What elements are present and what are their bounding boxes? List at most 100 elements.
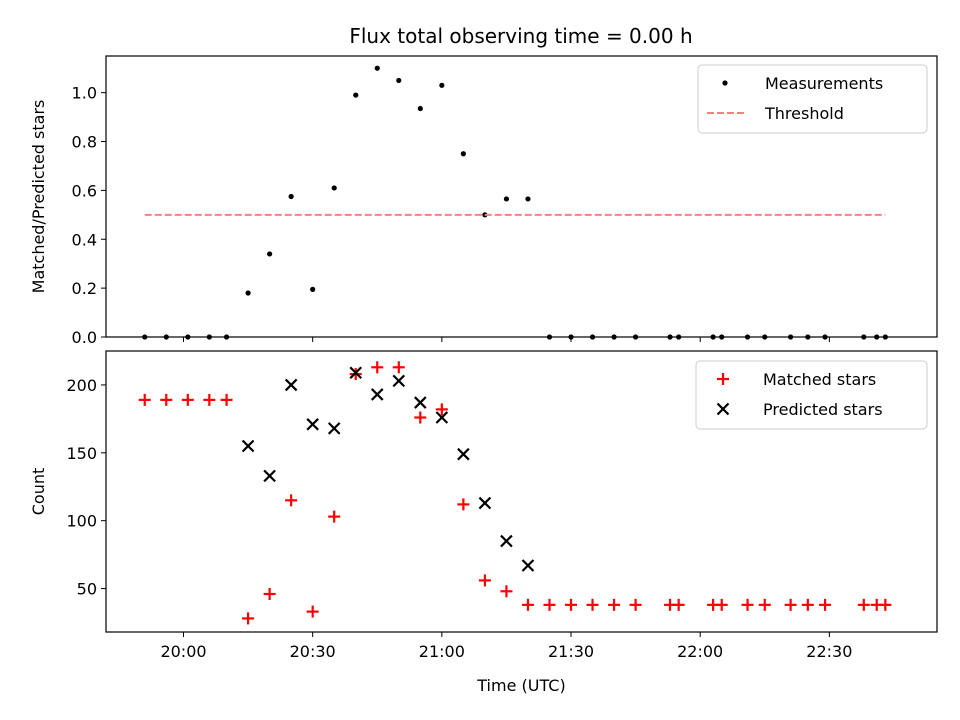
data-point bbox=[758, 598, 771, 611]
data-point-b bbox=[457, 447, 470, 461]
y-tick-label: 0.2 bbox=[72, 279, 97, 298]
data-point bbox=[310, 286, 316, 292]
data-point bbox=[784, 598, 797, 611]
axes-frame bbox=[105, 55, 938, 338]
data-point bbox=[460, 151, 466, 157]
data-point-b bbox=[263, 469, 276, 483]
data-point bbox=[396, 77, 402, 84]
y-tick-label: 150 bbox=[66, 444, 97, 463]
data-point bbox=[245, 290, 251, 296]
y-tick-label: 1.0 bbox=[72, 84, 97, 103]
data-point bbox=[242, 612, 255, 625]
chart-title: Flux total observing time = 0.00 h bbox=[349, 24, 692, 48]
x-tick-label: 20:30 bbox=[290, 642, 336, 661]
data-point bbox=[371, 361, 384, 374]
y-tick-label: 0.8 bbox=[72, 133, 97, 152]
data-point bbox=[306, 418, 319, 431]
data-point bbox=[220, 393, 233, 406]
data-point bbox=[285, 494, 298, 507]
data-point bbox=[349, 366, 363, 379]
legend-swatch-b bbox=[716, 402, 730, 416]
data-point bbox=[801, 598, 814, 611]
data-point bbox=[327, 422, 341, 435]
data-point-b bbox=[500, 534, 513, 548]
data-point bbox=[331, 185, 337, 191]
data-point bbox=[521, 559, 535, 572]
data-point bbox=[160, 393, 173, 406]
data-point-b bbox=[435, 411, 449, 424]
data-point bbox=[457, 498, 470, 511]
data-point bbox=[500, 585, 513, 598]
legend: Matched stars Predicted stars bbox=[695, 360, 928, 430]
y-axis-label: Count bbox=[29, 468, 48, 516]
x-tick-label: 22:00 bbox=[677, 642, 723, 661]
data-point bbox=[435, 411, 449, 424]
panel-ratio: 0.00.20.40.60.81.0MeasurementsThresholdM… bbox=[29, 55, 938, 347]
panel-count: 50 100 150 200 20:00 20:30 21:00 21:30 22:00 22:3… bbox=[29, 350, 938, 695]
series-matched-stars bbox=[138, 361, 892, 625]
legend-swatch bbox=[722, 80, 728, 86]
data-point bbox=[478, 496, 492, 510]
data-point bbox=[392, 374, 406, 388]
data-point bbox=[478, 574, 491, 587]
data-point bbox=[435, 403, 448, 416]
data-point-b bbox=[521, 559, 535, 572]
data-point bbox=[370, 388, 384, 401]
data-point bbox=[879, 598, 892, 611]
x-axis-label: Time (UTC) bbox=[476, 676, 565, 695]
y-tick-label: 200 bbox=[66, 376, 97, 395]
data-point bbox=[819, 598, 832, 611]
axes-frame bbox=[105, 350, 938, 633]
data-point bbox=[181, 393, 194, 406]
legend-swatch bbox=[716, 402, 730, 416]
y-axis-label: Matched/Predicted stars bbox=[29, 100, 48, 294]
data-point-b bbox=[392, 374, 406, 388]
data-point bbox=[414, 396, 427, 409]
data-point-b bbox=[349, 366, 363, 379]
data-point-b bbox=[370, 388, 384, 401]
data-point bbox=[457, 447, 470, 461]
data-point-b bbox=[306, 418, 319, 431]
y-tick-label: 50 bbox=[77, 580, 97, 599]
legend-swatch bbox=[717, 373, 729, 385]
data-point bbox=[284, 378, 298, 392]
x-tick-label: 20:00 bbox=[160, 642, 206, 661]
data-point bbox=[672, 598, 685, 611]
legend-label: Measurements bbox=[765, 74, 883, 93]
data-point bbox=[521, 598, 534, 611]
data-point bbox=[241, 439, 255, 453]
y-tick-label: 0.4 bbox=[72, 230, 97, 249]
data-point bbox=[525, 196, 531, 202]
x-tick-label: 22:30 bbox=[806, 642, 852, 661]
data-point-b bbox=[241, 439, 255, 453]
data-point bbox=[503, 196, 510, 202]
data-point-b bbox=[478, 496, 492, 510]
data-point bbox=[306, 605, 319, 618]
data-point bbox=[263, 469, 276, 483]
data-point bbox=[414, 411, 427, 424]
y-tick-label: 100 bbox=[66, 512, 97, 531]
data-point bbox=[608, 598, 621, 611]
data-point bbox=[353, 92, 359, 98]
x-tick-label: 21:00 bbox=[419, 642, 465, 661]
data-point bbox=[267, 251, 273, 257]
data-point bbox=[439, 82, 445, 88]
series-predicted-stars bbox=[241, 366, 535, 572]
data-point-b bbox=[414, 396, 427, 409]
data-point bbox=[374, 65, 380, 71]
legend-box bbox=[697, 64, 928, 134]
data-point bbox=[138, 393, 151, 406]
x-tick-label: 21:30 bbox=[548, 642, 594, 661]
data-point bbox=[392, 361, 405, 374]
legend-box bbox=[695, 360, 928, 430]
legend-label: Predicted stars bbox=[763, 400, 883, 419]
data-point-b bbox=[284, 378, 298, 392]
data-point bbox=[565, 598, 578, 611]
data-point bbox=[500, 534, 513, 548]
data-point bbox=[629, 598, 642, 611]
data-point bbox=[741, 598, 754, 611]
legend-label: Matched stars bbox=[763, 370, 876, 389]
data-point bbox=[203, 393, 216, 406]
legend: Measurements Threshold bbox=[697, 64, 928, 134]
